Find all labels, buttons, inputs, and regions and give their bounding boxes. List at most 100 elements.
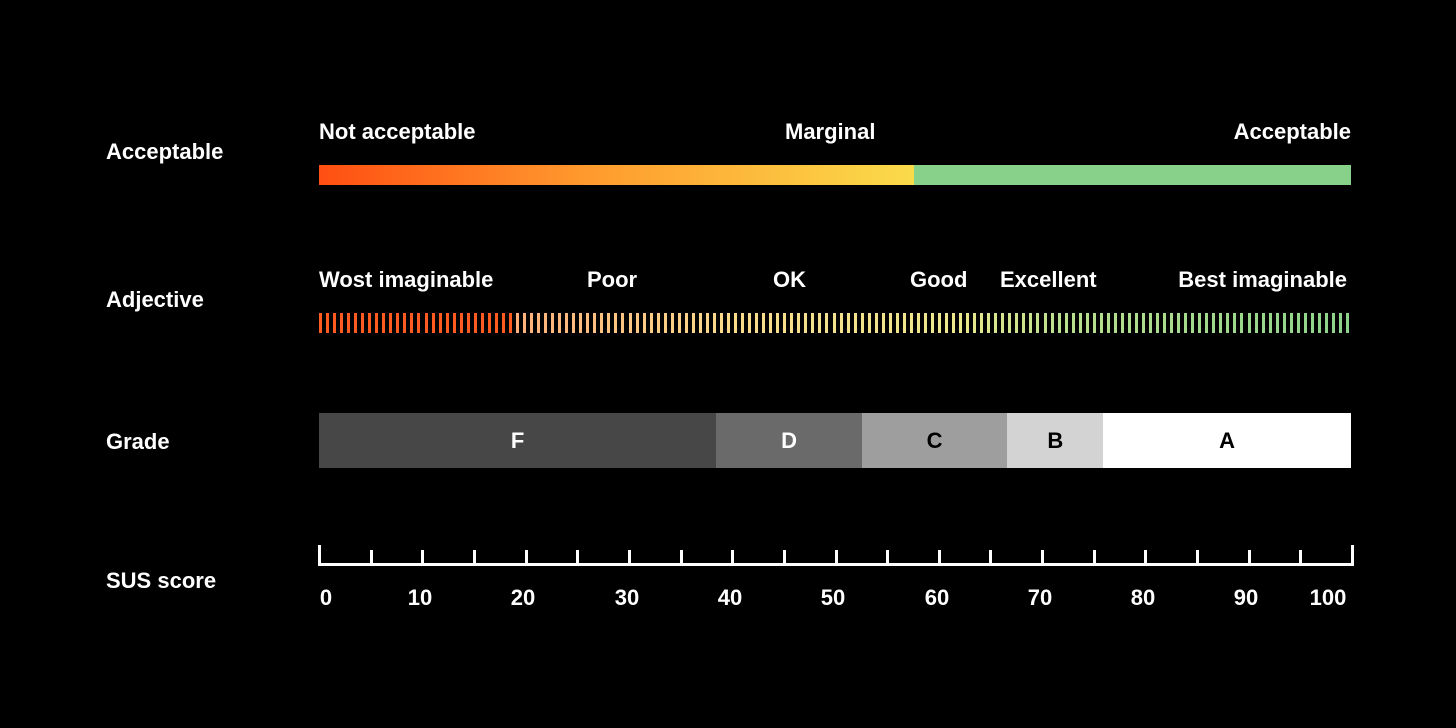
row-label-adjective: Adjective [106,287,204,312]
adjective-tick [621,313,625,333]
axis-tick [782,550,786,566]
adjective-tick [888,313,892,333]
adjective-tick [1015,313,1019,333]
adjective-tick [530,313,534,333]
grade-segment-a: A [1103,413,1351,468]
axis-label-50: 50 [820,585,846,610]
adjective-tick [642,313,646,333]
adjective-tick [1064,313,1068,333]
axis-label-100: 100 [1309,585,1347,610]
adjective-tick [333,313,337,333]
adjective-tick [1085,313,1089,333]
adjective-tick [410,313,414,333]
adjective-tick [726,313,730,333]
axis-tick [1092,550,1096,566]
adjective-tick [923,313,927,333]
axis-label-10: 10 [407,585,433,610]
adjective-tick [677,313,681,333]
axis-tick [524,550,528,566]
adjective-tick [973,313,977,333]
adjective-tick [769,313,773,333]
adjective-tick [1106,313,1110,333]
grade-segment-d: D [716,413,862,468]
adjective-tick [1247,313,1251,333]
adjective-tick [1338,313,1342,333]
adjective-tick [649,313,653,333]
adjective-tick [635,313,639,333]
adjective-tick [459,313,463,333]
adjective-tick [691,313,695,333]
adjective-tick [698,313,702,333]
label-acceptable: Acceptable [1233,119,1351,144]
adjective-tick [762,313,766,333]
adjective-tick [424,313,428,333]
axis-tick [1247,550,1251,566]
adjective-tick [1346,313,1349,333]
adjective-tick [987,313,991,333]
axis-tick [369,550,373,566]
adjective-tick [572,313,576,333]
adjective-tick [1226,313,1230,333]
adjective-tick [1219,313,1223,333]
adjective-tick [473,313,477,333]
adjective-tick [1205,313,1209,333]
row-label-acceptable: Acceptable [106,139,224,164]
adjective-tick [607,313,611,333]
adjective-tick [466,313,470,333]
adjective-tick [839,313,843,333]
adjective-tick [734,313,738,333]
adjective-tick [593,313,597,333]
adjective-tick [445,313,449,333]
axis-label-30: 30 [614,585,640,610]
adjective-tick [515,313,519,333]
adjective-tick [508,313,512,333]
adjective-tick [1149,313,1153,333]
axis-tick [627,550,631,566]
adjective-tick [783,313,787,333]
axis-tick [886,550,890,566]
axis-label-20: 20 [510,585,536,610]
adjective-tick [1261,313,1265,333]
adjective-tick [347,313,351,333]
adjective-tick [1275,313,1279,333]
adjective-tick [1113,313,1117,333]
axis-tick [318,545,321,566]
adjective-tick [614,313,618,333]
adjective-tick [628,313,632,333]
adjective-tick [1099,313,1103,333]
axis-label-80: 80 [1130,585,1156,610]
axis-label-90: 90 [1233,585,1259,610]
adjective-tick [1134,313,1138,333]
adjective-tick [1289,313,1293,333]
adjective-tick [1057,313,1061,333]
row-label-sus-score: SUS score [106,568,217,593]
adjective-tick-strip [319,313,1349,333]
adjective-good: Good [910,267,968,292]
adjective-tick [537,313,541,333]
adjective-tick [1303,313,1307,333]
grade-segment-b: B [1007,413,1104,468]
adjective-tick [1156,313,1160,333]
adjective-tick [959,313,963,333]
adjective-tick [776,313,780,333]
adjective-tick [705,313,709,333]
adjective-tick [340,313,344,333]
adjective-tick [368,313,372,333]
axis-tick [834,550,838,566]
adjective-tick [1071,313,1075,333]
adjective-tick [1163,313,1167,333]
adjective-tick [1254,313,1258,333]
axis-tick [1041,550,1045,566]
adjective-tick [741,313,745,333]
label-marginal: Marginal [785,119,876,144]
adjective-tick [558,313,562,333]
adjective-tick [1324,313,1328,333]
adjective-tick [811,313,815,333]
adjective-tick [881,313,885,333]
sus-score-axis [318,545,1354,567]
adjective-tick [1268,313,1272,333]
axis-tick [679,550,683,566]
adjective-tick [790,313,794,333]
adjective-tick [670,313,674,333]
adjective-tick [1331,313,1335,333]
